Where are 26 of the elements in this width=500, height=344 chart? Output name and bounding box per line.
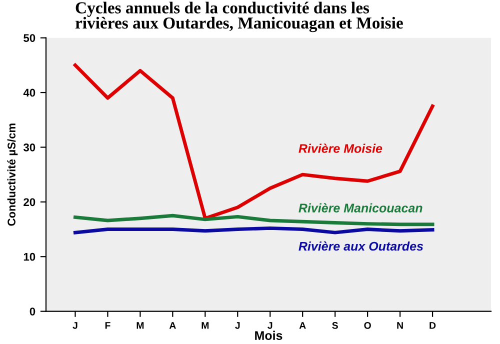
x-tick-label: S [332, 322, 338, 329]
y-tick-label: 0 [30, 308, 36, 316]
y-axis-title: Conductivité µS/cm [7, 124, 18, 226]
x-tick-label: M [136, 322, 144, 329]
y-tick-label: 20 [24, 198, 36, 206]
x-tick-label: A [169, 322, 176, 329]
y-tick-label: 30 [23, 144, 36, 152]
y-tick-label: 40 [23, 88, 36, 97]
x-tick-label: J [235, 322, 240, 329]
line-series [74, 63, 434, 220]
x-tick-label: J [72, 322, 78, 329]
y-tick-label: 10 [24, 252, 36, 261]
y-tick-label: 50 [24, 34, 36, 42]
x-tick-label: F [105, 322, 110, 329]
x-tick-label: J [268, 322, 272, 329]
series-label: Rivière Manicouacan [298, 203, 422, 212]
x-tick-label: O [364, 322, 371, 329]
x-axis-title: Mois [255, 330, 282, 340]
series-label: Rivière aux Outardes [298, 241, 424, 251]
series-label: Rivière Moisie [298, 144, 382, 153]
x-tick-label: D [430, 322, 436, 329]
x-tick-label: M [202, 322, 209, 329]
line-series [74, 214, 434, 226]
x-tick-label: N [397, 322, 403, 329]
chart-title: Cycles annuels de la conductivité dans les rivières aux Outardes, Manicouagan et Moisie [75, 2, 403, 32]
x-tick-label: A [299, 322, 306, 329]
